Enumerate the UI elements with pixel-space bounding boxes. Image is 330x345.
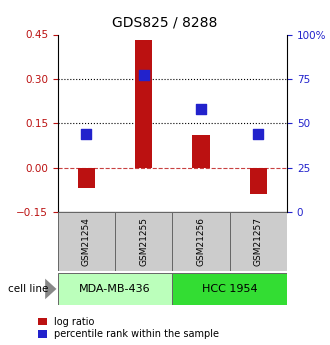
Bar [58, 212, 115, 271]
Bar [250, 168, 267, 194]
Point [256, 131, 261, 137]
Bar [192, 135, 210, 168]
Bar [173, 273, 287, 305]
Bar [58, 273, 173, 305]
Legend: log ratio, percentile rank within the sample: log ratio, percentile rank within the sa… [38, 316, 219, 339]
Text: HCC 1954: HCC 1954 [202, 284, 258, 294]
Bar [78, 168, 95, 188]
Text: GSM21255: GSM21255 [139, 217, 148, 266]
Text: GSM21256: GSM21256 [197, 217, 206, 266]
Point [84, 131, 89, 137]
Polygon shape [45, 279, 56, 299]
Bar [230, 212, 287, 271]
Text: cell line: cell line [8, 284, 49, 294]
Point [141, 72, 147, 78]
Bar [115, 212, 173, 271]
Text: GDS825 / 8288: GDS825 / 8288 [112, 16, 218, 30]
Text: GSM21254: GSM21254 [82, 217, 91, 266]
Text: GSM21257: GSM21257 [254, 217, 263, 266]
Text: MDA-MB-436: MDA-MB-436 [79, 284, 151, 294]
Bar [173, 212, 230, 271]
Bar [135, 40, 152, 168]
Point [198, 106, 204, 112]
